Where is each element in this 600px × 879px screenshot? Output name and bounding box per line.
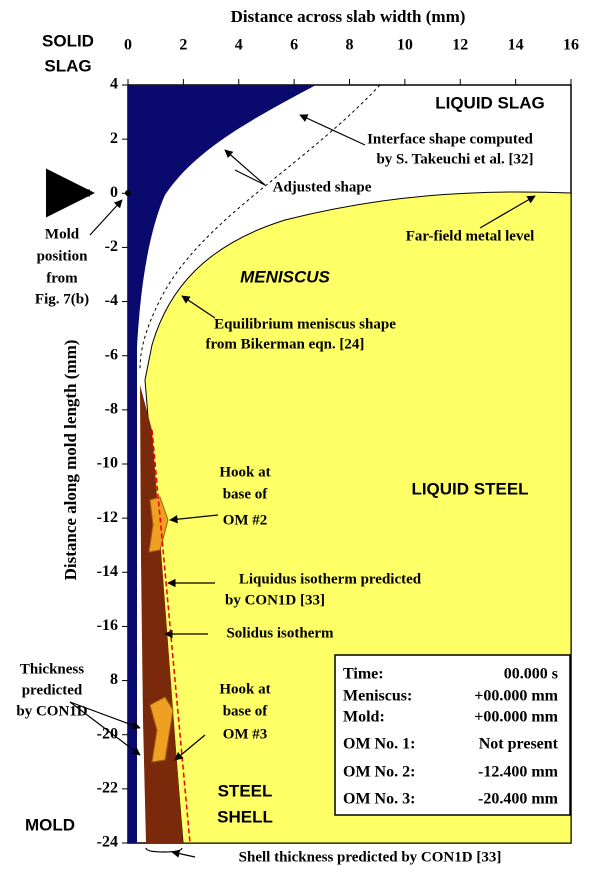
y-tick-label: -8 bbox=[105, 401, 118, 418]
x-tick-label: 14 bbox=[508, 37, 524, 54]
x-tick-label: 12 bbox=[452, 37, 468, 54]
info-label: Time: bbox=[343, 666, 384, 683]
annotation: Solidus isotherm bbox=[226, 625, 334, 641]
info-label: OM No. 3: bbox=[343, 791, 415, 808]
annotation: position bbox=[37, 248, 89, 264]
annotation: OM #3 bbox=[223, 726, 268, 742]
y-tick-label: 4 bbox=[110, 76, 118, 93]
annotation: Thickness bbox=[20, 661, 84, 677]
annotation: Equilibrium meniscus shape bbox=[214, 316, 396, 332]
x-tick-label: 16 bbox=[563, 37, 579, 54]
y-tick-label: -20 bbox=[97, 725, 118, 742]
info-value: -20.400 mm bbox=[478, 791, 559, 808]
info-value: 00.000 s bbox=[504, 666, 558, 683]
info-box bbox=[334, 654, 571, 816]
annotation: by CON1D bbox=[16, 703, 87, 719]
x-tick-label: 6 bbox=[290, 37, 298, 54]
y-tick-label: 0 bbox=[110, 184, 118, 201]
info-label: OM No. 1: bbox=[343, 736, 415, 753]
hook-om3 bbox=[149, 696, 174, 763]
liquidus-line bbox=[151, 429, 191, 844]
info-value: -12.400 mm bbox=[478, 764, 559, 781]
info-label: Mold: bbox=[343, 709, 385, 726]
annotation: MOLD bbox=[25, 815, 75, 834]
y-tick-label: -14 bbox=[97, 563, 118, 580]
annotation: by S. Takeuchi et al. [32] bbox=[376, 151, 533, 167]
annotation: LIQUID SLAG bbox=[435, 93, 545, 112]
info-label: Meniscus: bbox=[343, 688, 412, 705]
mold-wall bbox=[128, 85, 137, 843]
x-tick-label: 2 bbox=[179, 37, 187, 54]
solid-slag bbox=[128, 85, 316, 370]
annotation: predicted bbox=[22, 682, 83, 698]
x-tick-label: 10 bbox=[397, 37, 413, 54]
x-axis-title: Distance across slab width (mm) bbox=[231, 7, 466, 26]
hook-om2 bbox=[148, 496, 169, 553]
annotation: SHELL bbox=[217, 807, 273, 826]
takeuchi-curve bbox=[139, 84, 381, 371]
y-tick-label: -16 bbox=[97, 617, 118, 634]
x-tick-label: 0 bbox=[124, 37, 132, 54]
annotation: base of bbox=[223, 703, 269, 719]
annotation: Mold bbox=[45, 226, 80, 242]
annotation: Fig. 7(b) bbox=[35, 291, 89, 307]
info-value: Not present bbox=[479, 736, 559, 753]
annotation: Liquidus isotherm predicted bbox=[239, 571, 422, 587]
y-tick-label: -12 bbox=[97, 509, 118, 526]
info-value: +00.000 mm bbox=[474, 709, 558, 726]
annotation: Shell thickness predicted by CON1D [33] bbox=[239, 849, 502, 865]
annotation: Interface shape computed bbox=[367, 131, 533, 147]
y-tick-label: -22 bbox=[97, 780, 118, 797]
annotation: by CON1D [33] bbox=[225, 592, 325, 608]
y-tick-label: -6 bbox=[105, 346, 118, 363]
annotation: base of bbox=[223, 486, 269, 502]
annotation: Adjusted shape bbox=[273, 179, 372, 195]
y-tick-label: -10 bbox=[97, 455, 118, 472]
annotation: LIQUID STEEL bbox=[411, 479, 528, 498]
info-label: OM No. 2: bbox=[343, 764, 415, 781]
info-value: +00.000 mm bbox=[474, 688, 558, 705]
annotation: SLAG bbox=[44, 56, 91, 75]
y-tick-label: 2 bbox=[110, 130, 118, 147]
annotation: from Bikerman eqn. [24] bbox=[206, 336, 365, 352]
annotation: Hook at bbox=[219, 681, 270, 697]
annotation: SOLID bbox=[42, 31, 94, 50]
y-tick-label: -24 bbox=[97, 834, 118, 851]
annotation: STEEL bbox=[218, 781, 273, 800]
x-tick-label: 8 bbox=[346, 37, 354, 54]
annotation-arrows bbox=[69, 114, 536, 858]
y-tick-label: -4 bbox=[105, 292, 118, 309]
annotation: Hook at bbox=[219, 464, 270, 480]
y-tick-label: -2 bbox=[105, 238, 118, 255]
annotation: OM #2 bbox=[223, 512, 268, 528]
y-tick-label: 8 bbox=[110, 671, 118, 688]
x-tick-label: 4 bbox=[235, 37, 243, 54]
annotation: Far-field metal level bbox=[406, 228, 535, 244]
annotation: MENISCUS bbox=[240, 267, 330, 286]
y-axis-title: Distance along mold length (mm) bbox=[61, 340, 80, 581]
annotation: from bbox=[46, 270, 78, 286]
